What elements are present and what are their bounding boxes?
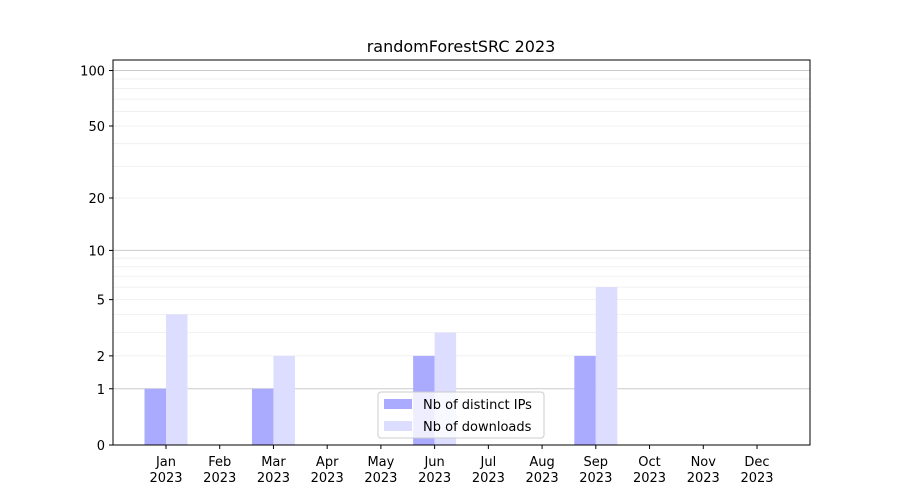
legend-label: Nb of distinct IPs bbox=[423, 398, 532, 413]
legend-box bbox=[377, 391, 545, 439]
x-tick-label: Aug 2023 bbox=[526, 455, 559, 486]
x-tick-label: Mar 2023 bbox=[257, 455, 290, 486]
legend-swatch bbox=[384, 421, 412, 431]
y-tick-label: 5 bbox=[97, 294, 105, 309]
x-tick-label: Jan 2023 bbox=[149, 455, 182, 486]
grid bbox=[113, 70, 810, 390]
y-tick-label: 100 bbox=[80, 65, 105, 80]
bar-distinct-ips bbox=[144, 388, 166, 445]
y-tick-label: 2 bbox=[97, 350, 105, 365]
x-tick-label: May 2023 bbox=[364, 455, 397, 486]
x-tick-label: Feb 2023 bbox=[203, 455, 236, 486]
y-tick-label: 10 bbox=[88, 244, 105, 259]
bar-downloads bbox=[273, 355, 295, 445]
x-tick-label: Jun 2023 bbox=[418, 455, 451, 486]
x-tick-label: Dec 2023 bbox=[740, 455, 773, 486]
x-axis: Jan 2023 Feb 2023 Mar 2023 Apr 2023 May 2023 Jun 20… bbox=[149, 445, 774, 486]
x-tick-label: Oct 2023 bbox=[633, 455, 666, 486]
bar-downloads bbox=[595, 287, 618, 445]
y-tick-label: 50 bbox=[88, 120, 105, 135]
x-tick-label: Sep 2023 bbox=[579, 455, 612, 486]
y-tick-label: 1 bbox=[97, 383, 105, 398]
legend-label: Nb of downloads bbox=[423, 420, 532, 435]
bar-distinct-ips bbox=[574, 355, 596, 445]
y-tick-label: 20 bbox=[88, 192, 105, 207]
legend: Nb of distinct IPs Nb of downloads bbox=[377, 391, 545, 439]
bar-distinct-ips bbox=[251, 388, 274, 445]
bar-downloads bbox=[166, 314, 188, 445]
x-tick-label: Jul 2023 bbox=[472, 455, 505, 486]
legend-swatch bbox=[384, 399, 412, 409]
y-axis: 0 1 2 5 10 20 50 100 bbox=[80, 65, 113, 454]
plot-frame bbox=[112, 59, 811, 446]
x-tick-label: Apr 2023 bbox=[311, 455, 344, 486]
chart-title: randomForestSRC 2023 bbox=[367, 37, 556, 56]
y-tick-label: 0 bbox=[97, 439, 105, 454]
x-tick-label: Nov 2023 bbox=[687, 455, 720, 486]
